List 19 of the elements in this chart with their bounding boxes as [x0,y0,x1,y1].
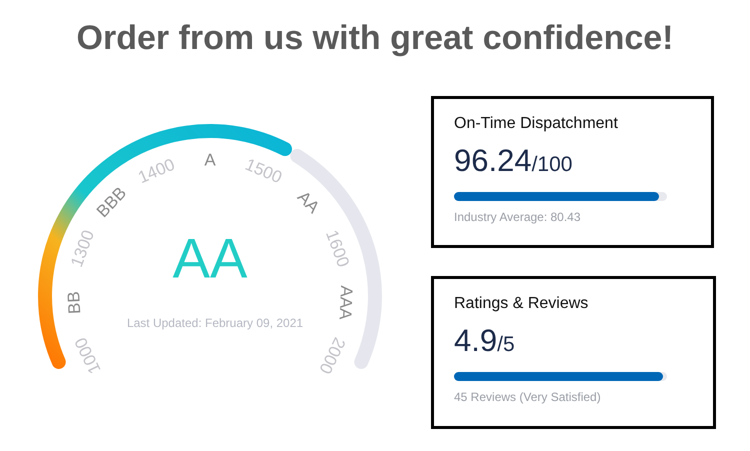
text: 1400 [135,154,178,188]
text: AA [294,187,324,218]
text: 45 Reviews (Very Satisfied) [454,390,601,404]
text: 1600 [322,228,353,270]
text: 2000 [315,334,350,377]
text: AAA [335,285,356,321]
text: 96.24/100 [454,143,572,178]
text: Last Updated: February 09, 2021 [126,316,304,330]
text: 4.9/5 [454,323,515,358]
text: BB [64,290,84,314]
chart-title: Order from us with great confidence! [76,19,674,57]
text: 1500 [242,154,285,188]
text: 1300 [67,228,98,270]
text: Ratings & Reviews [454,295,588,313]
text: A [204,150,216,170]
text: Industry Average: 80.43 [454,210,581,224]
text: 1000 [70,334,105,377]
text: On-Time Dispatchment [454,115,618,133]
data-label: AA [172,226,248,290]
